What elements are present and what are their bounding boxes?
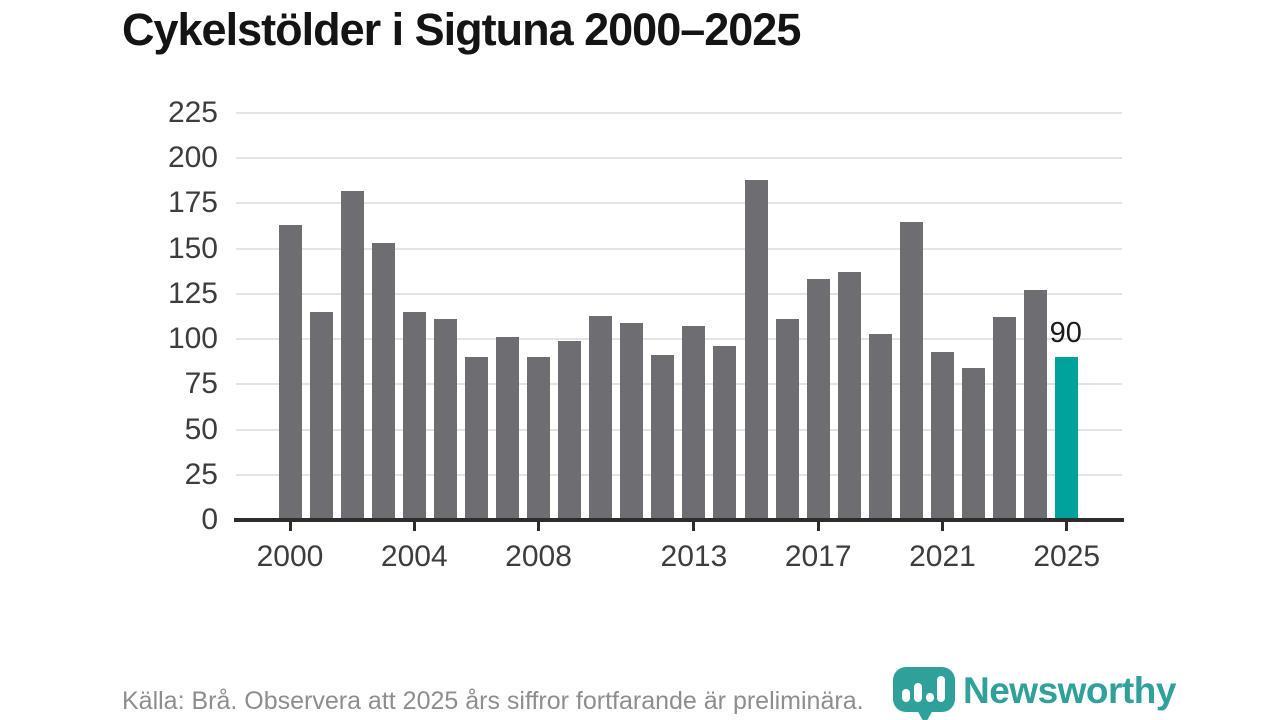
y-axis-tick-label: 175 bbox=[167, 186, 218, 220]
bar-2010 bbox=[589, 315, 612, 520]
gridline-25 bbox=[236, 473, 1122, 476]
bar-2003 bbox=[372, 243, 395, 520]
bar-2013 bbox=[682, 326, 705, 520]
bar-2015 bbox=[745, 179, 768, 520]
x-axis-tick bbox=[1065, 522, 1069, 531]
y-axis-tick-label: 25 bbox=[184, 457, 218, 491]
y-axis-tick-label: 225 bbox=[167, 96, 218, 129]
bar-2012 bbox=[651, 355, 674, 520]
bar-2000 bbox=[279, 225, 302, 520]
x-axis-tick bbox=[537, 522, 541, 531]
bar-2018 bbox=[838, 272, 861, 520]
bar-2011 bbox=[620, 322, 643, 520]
x-axis-tick bbox=[412, 522, 416, 531]
bar-2019 bbox=[869, 333, 892, 520]
x-axis-tick-label: 2021 bbox=[909, 540, 976, 573]
gridline-125 bbox=[236, 292, 1122, 295]
bar-2020 bbox=[900, 221, 923, 520]
gridline-225 bbox=[236, 112, 1122, 114]
x-axis-tick-label: 2008 bbox=[505, 540, 572, 573]
x-axis-tick-label: 2004 bbox=[380, 540, 448, 573]
bar-2007 bbox=[496, 337, 519, 520]
bar-2021 bbox=[931, 351, 954, 520]
x-axis-tick bbox=[940, 522, 944, 531]
bar-highlight-2025 bbox=[1055, 357, 1078, 520]
y-axis-tick-label: 150 bbox=[167, 231, 218, 265]
x-axis-tick-label: 2017 bbox=[784, 540, 852, 573]
bar-2014 bbox=[713, 346, 736, 520]
bar-2004 bbox=[403, 311, 426, 520]
x-axis-tick-label: 2025 bbox=[1033, 540, 1101, 573]
bar-2022 bbox=[962, 368, 985, 520]
y-axis-tick-label: 100 bbox=[167, 322, 218, 356]
gridline-175 bbox=[236, 202, 1122, 205]
gridline-200 bbox=[236, 157, 1122, 160]
x-axis-tick bbox=[816, 522, 820, 531]
bar-2006 bbox=[465, 357, 488, 520]
source-note: Källa: Brå. Observera att 2025 års siffr… bbox=[122, 687, 864, 715]
chart-title: Cykelstölder i Sigtuna 2000–2025 bbox=[122, 4, 801, 55]
y-axis-tick-label: 50 bbox=[184, 412, 218, 446]
x-axis-line bbox=[234, 518, 1124, 522]
bar-2017 bbox=[807, 279, 830, 520]
y-axis-tick-label: 125 bbox=[167, 276, 218, 310]
bar-2002 bbox=[341, 190, 364, 520]
gridline-50 bbox=[236, 428, 1122, 431]
y-axis-tick-label: 0 bbox=[201, 503, 218, 536]
bar-2016 bbox=[776, 319, 799, 520]
gridline-150 bbox=[236, 247, 1122, 250]
bar-2023 bbox=[993, 317, 1016, 520]
y-axis-tick-label: 200 bbox=[167, 141, 218, 175]
bar-2009 bbox=[558, 340, 581, 520]
bar-2024 bbox=[1024, 290, 1047, 520]
gridline-100 bbox=[236, 338, 1122, 341]
bar-value-label: 90 bbox=[1049, 317, 1082, 350]
newsworthy-logo: Newsworthy bbox=[893, 664, 1176, 720]
bar-2005 bbox=[434, 319, 457, 520]
y-axis-tick-label: 75 bbox=[184, 367, 218, 401]
speech-bubble-tail bbox=[917, 710, 933, 720]
x-axis-tick bbox=[692, 522, 696, 531]
x-axis-tick-label: 2000 bbox=[256, 540, 324, 573]
bar-2001 bbox=[310, 311, 333, 520]
x-axis-tick-label: 2013 bbox=[660, 540, 728, 573]
x-axis-tick bbox=[288, 522, 292, 531]
newsworthy-wordmark: Newsworthy bbox=[963, 670, 1176, 711]
gridline-75 bbox=[236, 383, 1122, 386]
bar-chart-speech-bubble-icon bbox=[893, 667, 955, 712]
bar-2008 bbox=[527, 357, 550, 520]
